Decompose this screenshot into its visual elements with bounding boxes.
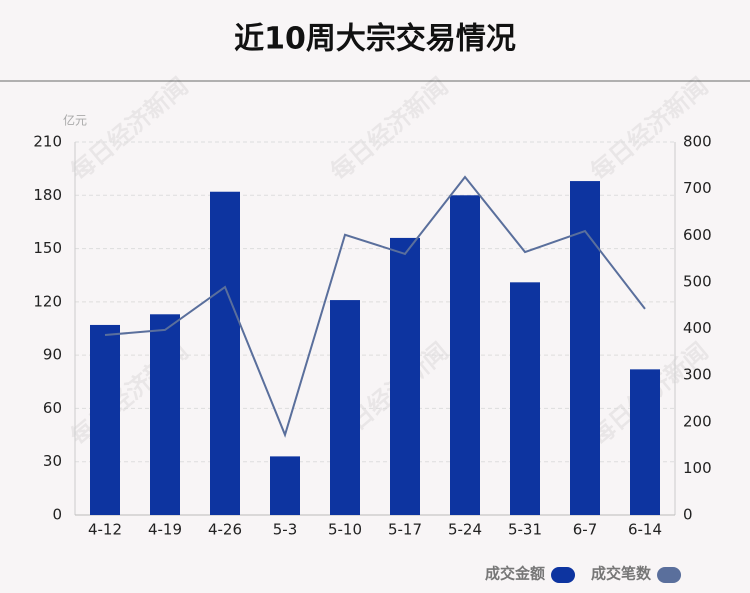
- y2-tick-label: 700: [683, 179, 712, 197]
- y2-tick-label: 100: [683, 459, 712, 477]
- y2-tick-label: 300: [683, 366, 712, 384]
- y-tick-label: 90: [43, 346, 62, 364]
- y-tick-label: 150: [33, 239, 62, 257]
- x-tick-label: 5-24: [448, 521, 482, 539]
- legend-swatch: [551, 567, 576, 583]
- bar: [510, 282, 540, 515]
- chart-title: 近10周大宗交易情况: [234, 22, 516, 57]
- legend-label: 成交笔数: [591, 565, 652, 583]
- legend-label: 成交金额: [485, 565, 545, 583]
- x-tick-label: 5-10: [328, 521, 362, 539]
- y2-tick-label: 500: [683, 272, 712, 290]
- bar: [210, 191, 240, 515]
- x-tick-label: 5-31: [508, 521, 542, 539]
- bar: [270, 456, 300, 515]
- bar: [330, 300, 360, 515]
- y-tick-label: 210: [33, 133, 62, 151]
- x-tick-label: 6-7: [573, 521, 598, 539]
- x-tick-label: 5-17: [388, 521, 422, 539]
- y2-tick-label: 800: [683, 133, 712, 151]
- x-tick-label: 4-19: [148, 521, 182, 539]
- y2-tick-label: 0: [683, 506, 693, 524]
- y-tick-label: 120: [33, 292, 62, 310]
- line: [104, 175, 646, 438]
- bar: [390, 237, 420, 515]
- y2-tick-label: 200: [683, 412, 712, 430]
- y-unit: 亿元: [63, 113, 87, 128]
- x-tick-label: 5-3: [273, 521, 298, 539]
- y-tick-label: 0: [52, 506, 62, 524]
- y-tick-label: 30: [43, 452, 62, 470]
- bar: [90, 324, 120, 515]
- x-tick-label: 4-26: [208, 521, 242, 539]
- y2-tick-label: 600: [683, 226, 712, 244]
- legend-swatch: [657, 567, 682, 583]
- x-tick-label: 4-12: [88, 521, 122, 539]
- bar: [450, 195, 480, 516]
- bar: [150, 314, 180, 515]
- y-tick-label: 180: [33, 186, 62, 204]
- y-tick-label: 60: [43, 399, 62, 417]
- bar: [570, 181, 600, 516]
- y2-tick-label: 400: [683, 319, 712, 337]
- x-tick-label: 6-14: [628, 521, 662, 539]
- bar: [630, 369, 660, 515]
